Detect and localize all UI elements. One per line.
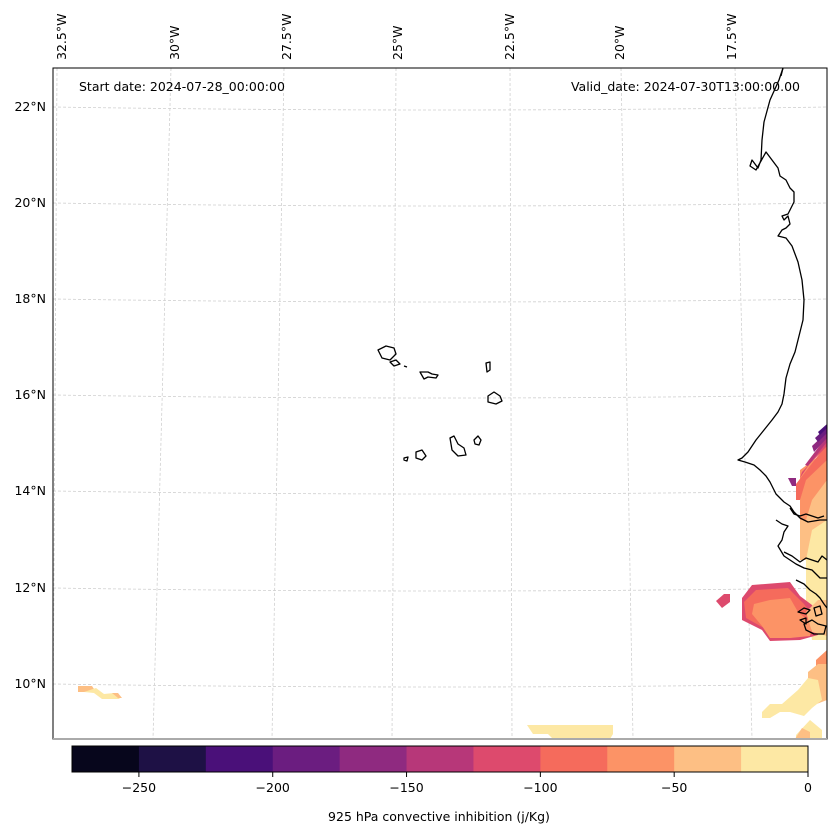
start-date-annotation: Start date: 2024-07-28_00:00:00: [79, 79, 285, 94]
longitude-gridline: [152, 68, 172, 739]
colorbar-swatch: [406, 746, 474, 772]
latitude-gridline: [53, 394, 827, 399]
colorbar-swatches: [72, 746, 809, 772]
longitude-gridline: [509, 68, 513, 739]
colorbar-swatch: [473, 746, 541, 772]
cin-field-southwest-b: [84, 688, 120, 699]
longitude-label: 32.5°W: [54, 14, 69, 60]
colorbar-tick-label: −150: [389, 780, 423, 795]
cin-field-coast-6: [812, 432, 827, 452]
cin-field-southwest-c: [112, 693, 122, 698]
latitude-gridline: [53, 490, 827, 495]
gridlines: [53, 68, 827, 739]
latitude-label: 14°N: [14, 483, 46, 498]
colorbar-swatch: [741, 746, 809, 772]
longitude-gridline: [391, 68, 397, 739]
island-bijagos-1: [797, 607, 811, 615]
island-brava: [403, 456, 409, 462]
colorbar-tick-label: −100: [523, 780, 557, 795]
colorbar-tick-label: −250: [122, 780, 156, 795]
cin-field-small-purple: [788, 478, 796, 486]
island-sal: [485, 361, 491, 373]
latitude-gridline: [53, 298, 827, 303]
latitude-label: 10°N: [14, 676, 46, 691]
island-santa-luzia: [403, 365, 408, 368]
coastline-guinea-bissau: [795, 579, 827, 609]
coastlines: [377, 68, 827, 635]
island-bijagos-2: [813, 605, 823, 617]
colorbar-swatch: [138, 746, 207, 772]
latitude-label: 22°N: [14, 99, 46, 114]
colorbar-frame: [71, 745, 809, 773]
island-sao-vicente: [389, 359, 401, 367]
longitude-labels: 32.5°W 30°W 27.5°W 25°W 22.5°W 20°W 17.5°W: [54, 14, 739, 60]
latitude-label: 12°N: [14, 580, 46, 595]
longitude-gridline: [620, 68, 634, 739]
cin-field-coast-8: [818, 424, 827, 435]
island-boa-vista: [487, 391, 503, 405]
longitude-label: 17.5°W: [724, 14, 739, 60]
colorbar-swatch: [540, 746, 608, 772]
longitude-label: 22.5°W: [502, 14, 517, 60]
latitude-gridline: [53, 683, 827, 688]
cin-field-isolated-cell: [716, 594, 730, 608]
island-bijagos-3: [803, 619, 827, 635]
cin-field-south-coast-c: [762, 678, 822, 718]
cin-field-south-central: [527, 725, 613, 739]
latitude-label: 20°N: [14, 195, 46, 210]
longitude-gridline: [53, 68, 58, 739]
colorbar-swatch: [674, 746, 742, 772]
coastline-top-tick: [780, 68, 784, 77]
latitude-label: 16°N: [14, 387, 46, 402]
longitude-label: 20°W: [612, 25, 627, 60]
longitude-gridline: [734, 68, 753, 739]
latitude-gridline: [53, 202, 827, 207]
cin-field-offshore-core: [806, 600, 827, 636]
longitude-label: 30°W: [167, 25, 182, 60]
cin-field-south-coast-e: [795, 728, 810, 739]
colorbar-label: 925 hPa convective inhibition (j/Kg): [328, 809, 550, 824]
longitude-label: 27.5°W: [279, 14, 294, 60]
island-bijagos-4: [799, 617, 807, 625]
longitude-gridline: [271, 68, 285, 739]
colorbar-ticks: −250 −200 −150 −100 −50 0: [122, 772, 812, 795]
cin-field-coast-3: [796, 444, 827, 500]
island-santo-antao: [377, 345, 397, 361]
cin-field-offshore-inner: [752, 598, 812, 638]
coastline-senegal-south: [775, 519, 827, 579]
colorbar-tick-label: −50: [661, 780, 687, 795]
colorbar-swatch: [607, 746, 675, 772]
colorbar-swatch: [205, 746, 274, 772]
island-santiago: [449, 435, 467, 457]
colorbar-tick-label: −200: [256, 780, 290, 795]
island-fogo: [415, 449, 427, 461]
latitude-gridline: [53, 106, 827, 111]
colorbar-swatch: [339, 746, 408, 772]
colorbar-swatch: [272, 746, 341, 772]
colorbar-tick-label: 0: [804, 780, 812, 795]
island-maio: [473, 435, 482, 446]
latitude-labels: 22°N 20°N 18°N 16°N 14°N 12°N 10°N: [14, 99, 46, 691]
map-background: [53, 68, 827, 739]
latitude-label: 18°N: [14, 291, 46, 306]
valid-date-annotation: Valid_date: 2024-07-30T13:00:00.00: [571, 79, 800, 94]
island-sao-nicolau: [419, 371, 439, 380]
map-area: [53, 68, 827, 739]
coastline-west-africa: [737, 68, 827, 523]
latitude-gridline: [53, 587, 827, 592]
longitude-label: 25°W: [390, 25, 405, 60]
coastline-gambia: [789, 507, 825, 519]
colorbar: −250 −200 −150 −100 −50 0 925 hPa convective …: [71, 745, 812, 824]
cin-contour-fields: [78, 424, 827, 739]
colorbar-swatch: [72, 746, 140, 772]
coastline-casamance: [783, 551, 827, 563]
